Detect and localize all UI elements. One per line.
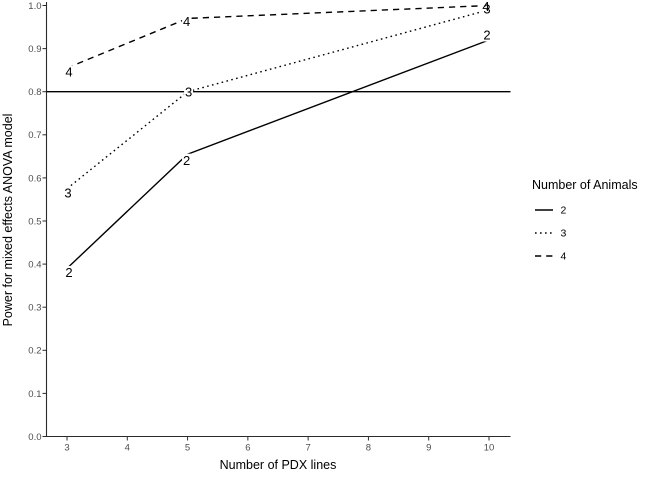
point-label-bg — [482, 28, 492, 42]
y-axis-title: Power for mixed effects ANOVA model — [1, 114, 15, 327]
x-tick-label: 10 — [484, 443, 495, 454]
y-tick-label: 0.5 — [28, 216, 41, 227]
series-line-4 — [66, 4, 490, 69]
point-label: 3 — [185, 84, 192, 99]
x-tick-label: 5 — [185, 443, 190, 454]
y-tick-label: 0.8 — [28, 87, 41, 98]
y-tick-label: 0.7 — [28, 130, 41, 141]
point-label-bg — [64, 65, 74, 79]
point-label-bg — [63, 186, 73, 200]
point-label-bg — [182, 153, 192, 167]
x-tick-label: 9 — [426, 443, 431, 454]
point-label: 2 — [183, 153, 190, 168]
y-tick-label: 0.6 — [28, 173, 41, 184]
point-label-bg — [481, 0, 491, 13]
y-tick-label: 0.3 — [28, 303, 41, 314]
series-line-2 — [66, 39, 490, 269]
legend-label-4: 4 — [561, 251, 567, 263]
x-tick-label: 3 — [64, 443, 69, 454]
point-label: 4 — [482, 0, 489, 14]
y-tick-label: 0.1 — [28, 389, 41, 400]
legend-label-2: 2 — [561, 205, 567, 217]
point-label-bg — [184, 85, 194, 99]
legend-title: Number of Animals — [532, 178, 638, 192]
x-axis-title: Number of PDX lines — [220, 458, 337, 472]
legend-label-3: 3 — [561, 228, 567, 240]
series-line-3 — [66, 9, 490, 190]
y-tick-label: 0.4 — [28, 260, 41, 271]
y-tick-label: 0.9 — [28, 44, 41, 55]
point-label: 2 — [483, 28, 490, 43]
point-label: 3 — [483, 1, 490, 16]
y-tick-label: 0.2 — [28, 346, 41, 357]
point-label: 4 — [65, 65, 72, 80]
x-tick-label: 6 — [245, 443, 250, 454]
point-label: 3 — [64, 185, 71, 200]
point-label: 4 — [183, 14, 190, 29]
point-label-bg — [64, 265, 74, 279]
point-label: 2 — [65, 265, 72, 280]
x-tick-label: 8 — [366, 443, 371, 454]
y-tick-label: 1.0 — [28, 1, 41, 12]
x-tick-label: 7 — [305, 443, 310, 454]
y-tick-label: 0.0 — [28, 432, 41, 443]
x-tick-label: 4 — [125, 443, 130, 454]
point-label-bg — [182, 14, 192, 28]
